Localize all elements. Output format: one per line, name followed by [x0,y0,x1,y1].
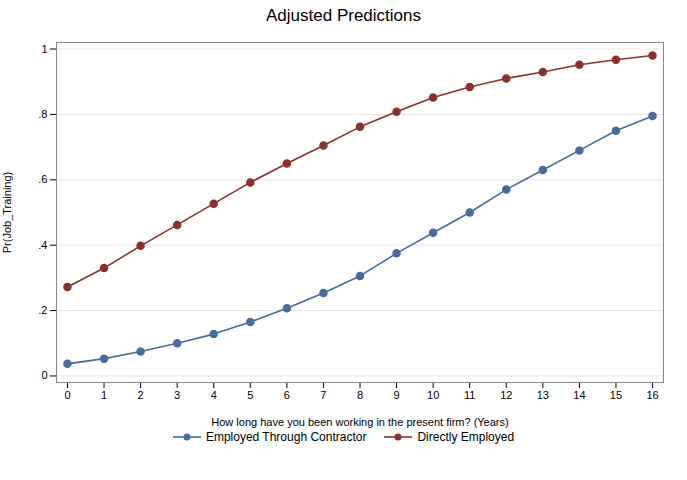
svg-text:5: 5 [247,389,253,401]
svg-text:.6: .6 [38,173,47,185]
svg-text:14: 14 [573,389,585,401]
svg-text:3: 3 [174,389,180,401]
svg-text:.2: .2 [38,304,47,316]
svg-text:11: 11 [464,389,475,401]
html-text:Directly Employed: Directly Employed [417,430,515,444]
svg-text:.8: .8 [38,108,47,120]
svg-text:7: 7 [320,389,326,401]
svg-text:2: 2 [138,389,144,401]
svg-text:9: 9 [394,389,400,401]
html-text:Adjusted Predictions: Adjusted Predictions [266,6,421,25]
svg-text:1: 1 [41,43,47,55]
svg-text:16: 16 [646,389,658,401]
svg-text:8: 8 [357,389,363,401]
svg-text:10: 10 [427,389,439,401]
svg-text:15: 15 [610,389,622,401]
svg-text:13: 13 [537,389,549,401]
svg-text:0: 0 [64,389,70,401]
svg-text:Pr(Job_Training): Pr(Job_Training) [1,172,13,254]
svg-text:4: 4 [211,389,217,401]
svg-text:0: 0 [41,369,47,381]
svg-text:.4: .4 [38,239,47,251]
svg-text:12: 12 [500,389,512,401]
svg-text:How long have you been working: How long have you been working in the pr… [211,416,508,428]
svg-text:6: 6 [284,389,290,401]
html-text:Employed Through Contractor: Employed Through Contractor [205,430,367,444]
svg-text:1: 1 [101,389,107,401]
